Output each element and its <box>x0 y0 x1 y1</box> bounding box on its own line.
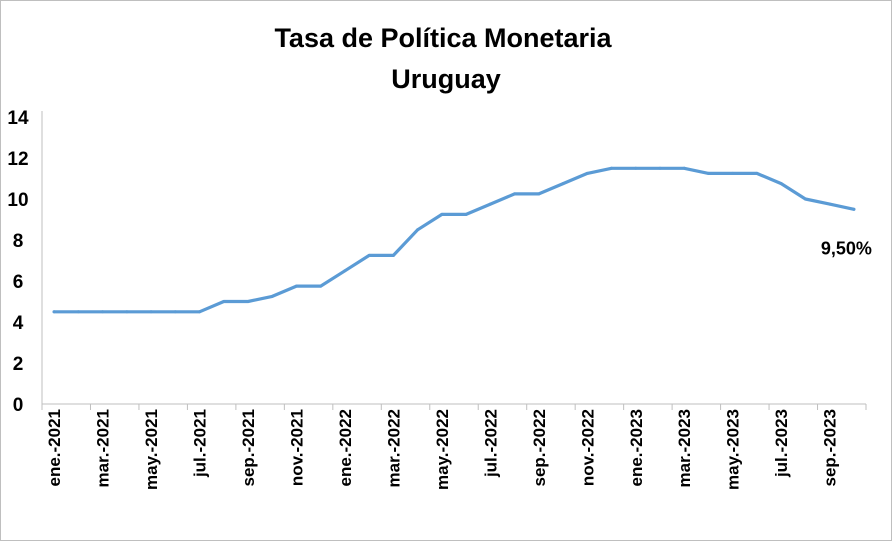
data-point <box>585 171 589 175</box>
y-tick-label: 8 <box>13 231 24 252</box>
x-tick-label: nov.-2022 <box>578 409 597 486</box>
chart-title: Tasa de Política Monetaria <box>274 23 612 53</box>
data-point <box>779 182 783 186</box>
data-point <box>658 166 662 170</box>
data-point <box>634 166 638 170</box>
y-tick-label: 14 <box>7 108 29 129</box>
data-point <box>173 310 177 314</box>
x-tick-label: jul.-2022 <box>481 409 500 478</box>
x-tick-label: sep.-2022 <box>530 409 549 487</box>
data-point <box>803 197 807 201</box>
data-point <box>367 253 371 257</box>
data-point <box>610 166 614 170</box>
y-tick-label: 6 <box>13 272 24 293</box>
data-point <box>416 228 420 232</box>
data-point <box>198 310 202 314</box>
x-tick-label: mar.-2022 <box>384 409 403 487</box>
y-tick-label: 0 <box>13 395 24 416</box>
data-point <box>828 202 832 206</box>
x-tick-label: may.-2023 <box>724 409 743 490</box>
x-tick-label: ene.-2022 <box>336 409 355 487</box>
data-point <box>294 284 298 288</box>
data-point <box>319 284 323 288</box>
x-tick-label: jul.-2023 <box>772 409 791 478</box>
data-point <box>537 192 541 196</box>
x-tick-label: may.-2022 <box>433 409 452 490</box>
y-tick-label: 12 <box>7 149 28 170</box>
y-tick-label: 4 <box>13 313 24 334</box>
data-point <box>440 212 444 216</box>
x-tick-label: jul.-2021 <box>191 409 210 478</box>
data-point <box>149 310 153 314</box>
data-point <box>755 171 759 175</box>
data-point <box>513 192 517 196</box>
data-point <box>706 171 710 175</box>
data-point <box>52 310 56 314</box>
data-point <box>343 269 347 273</box>
x-tick-label: ene.-2023 <box>627 409 646 487</box>
data-point <box>682 166 686 170</box>
data-point <box>464 212 468 216</box>
x-tick-label: sep.-2021 <box>239 409 258 487</box>
data-point <box>246 300 250 303</box>
data-point <box>731 171 735 175</box>
data-point <box>391 253 395 257</box>
data-point <box>222 300 226 303</box>
data-point <box>101 310 105 314</box>
x-tick-label: mar.-2023 <box>675 409 694 487</box>
y-tick-label: 10 <box>7 190 28 211</box>
data-point <box>270 294 274 298</box>
x-tick-label: sep.-2023 <box>821 409 840 487</box>
data-point <box>76 310 80 314</box>
data-point <box>488 202 492 206</box>
data-label: 9,50% <box>821 238 872 258</box>
y-tick-label: 2 <box>13 354 24 375</box>
data-point <box>561 182 565 186</box>
chart-subtitle: Uruguay <box>391 64 501 94</box>
data-point <box>125 310 129 314</box>
series-line <box>52 166 856 314</box>
x-tick-label: mar.-2021 <box>94 409 113 487</box>
data-point <box>852 207 856 211</box>
x-tick-label: nov.-2021 <box>287 409 306 486</box>
x-tick-label: may.-2021 <box>142 409 161 490</box>
x-tick-label: ene.-2021 <box>45 409 64 487</box>
